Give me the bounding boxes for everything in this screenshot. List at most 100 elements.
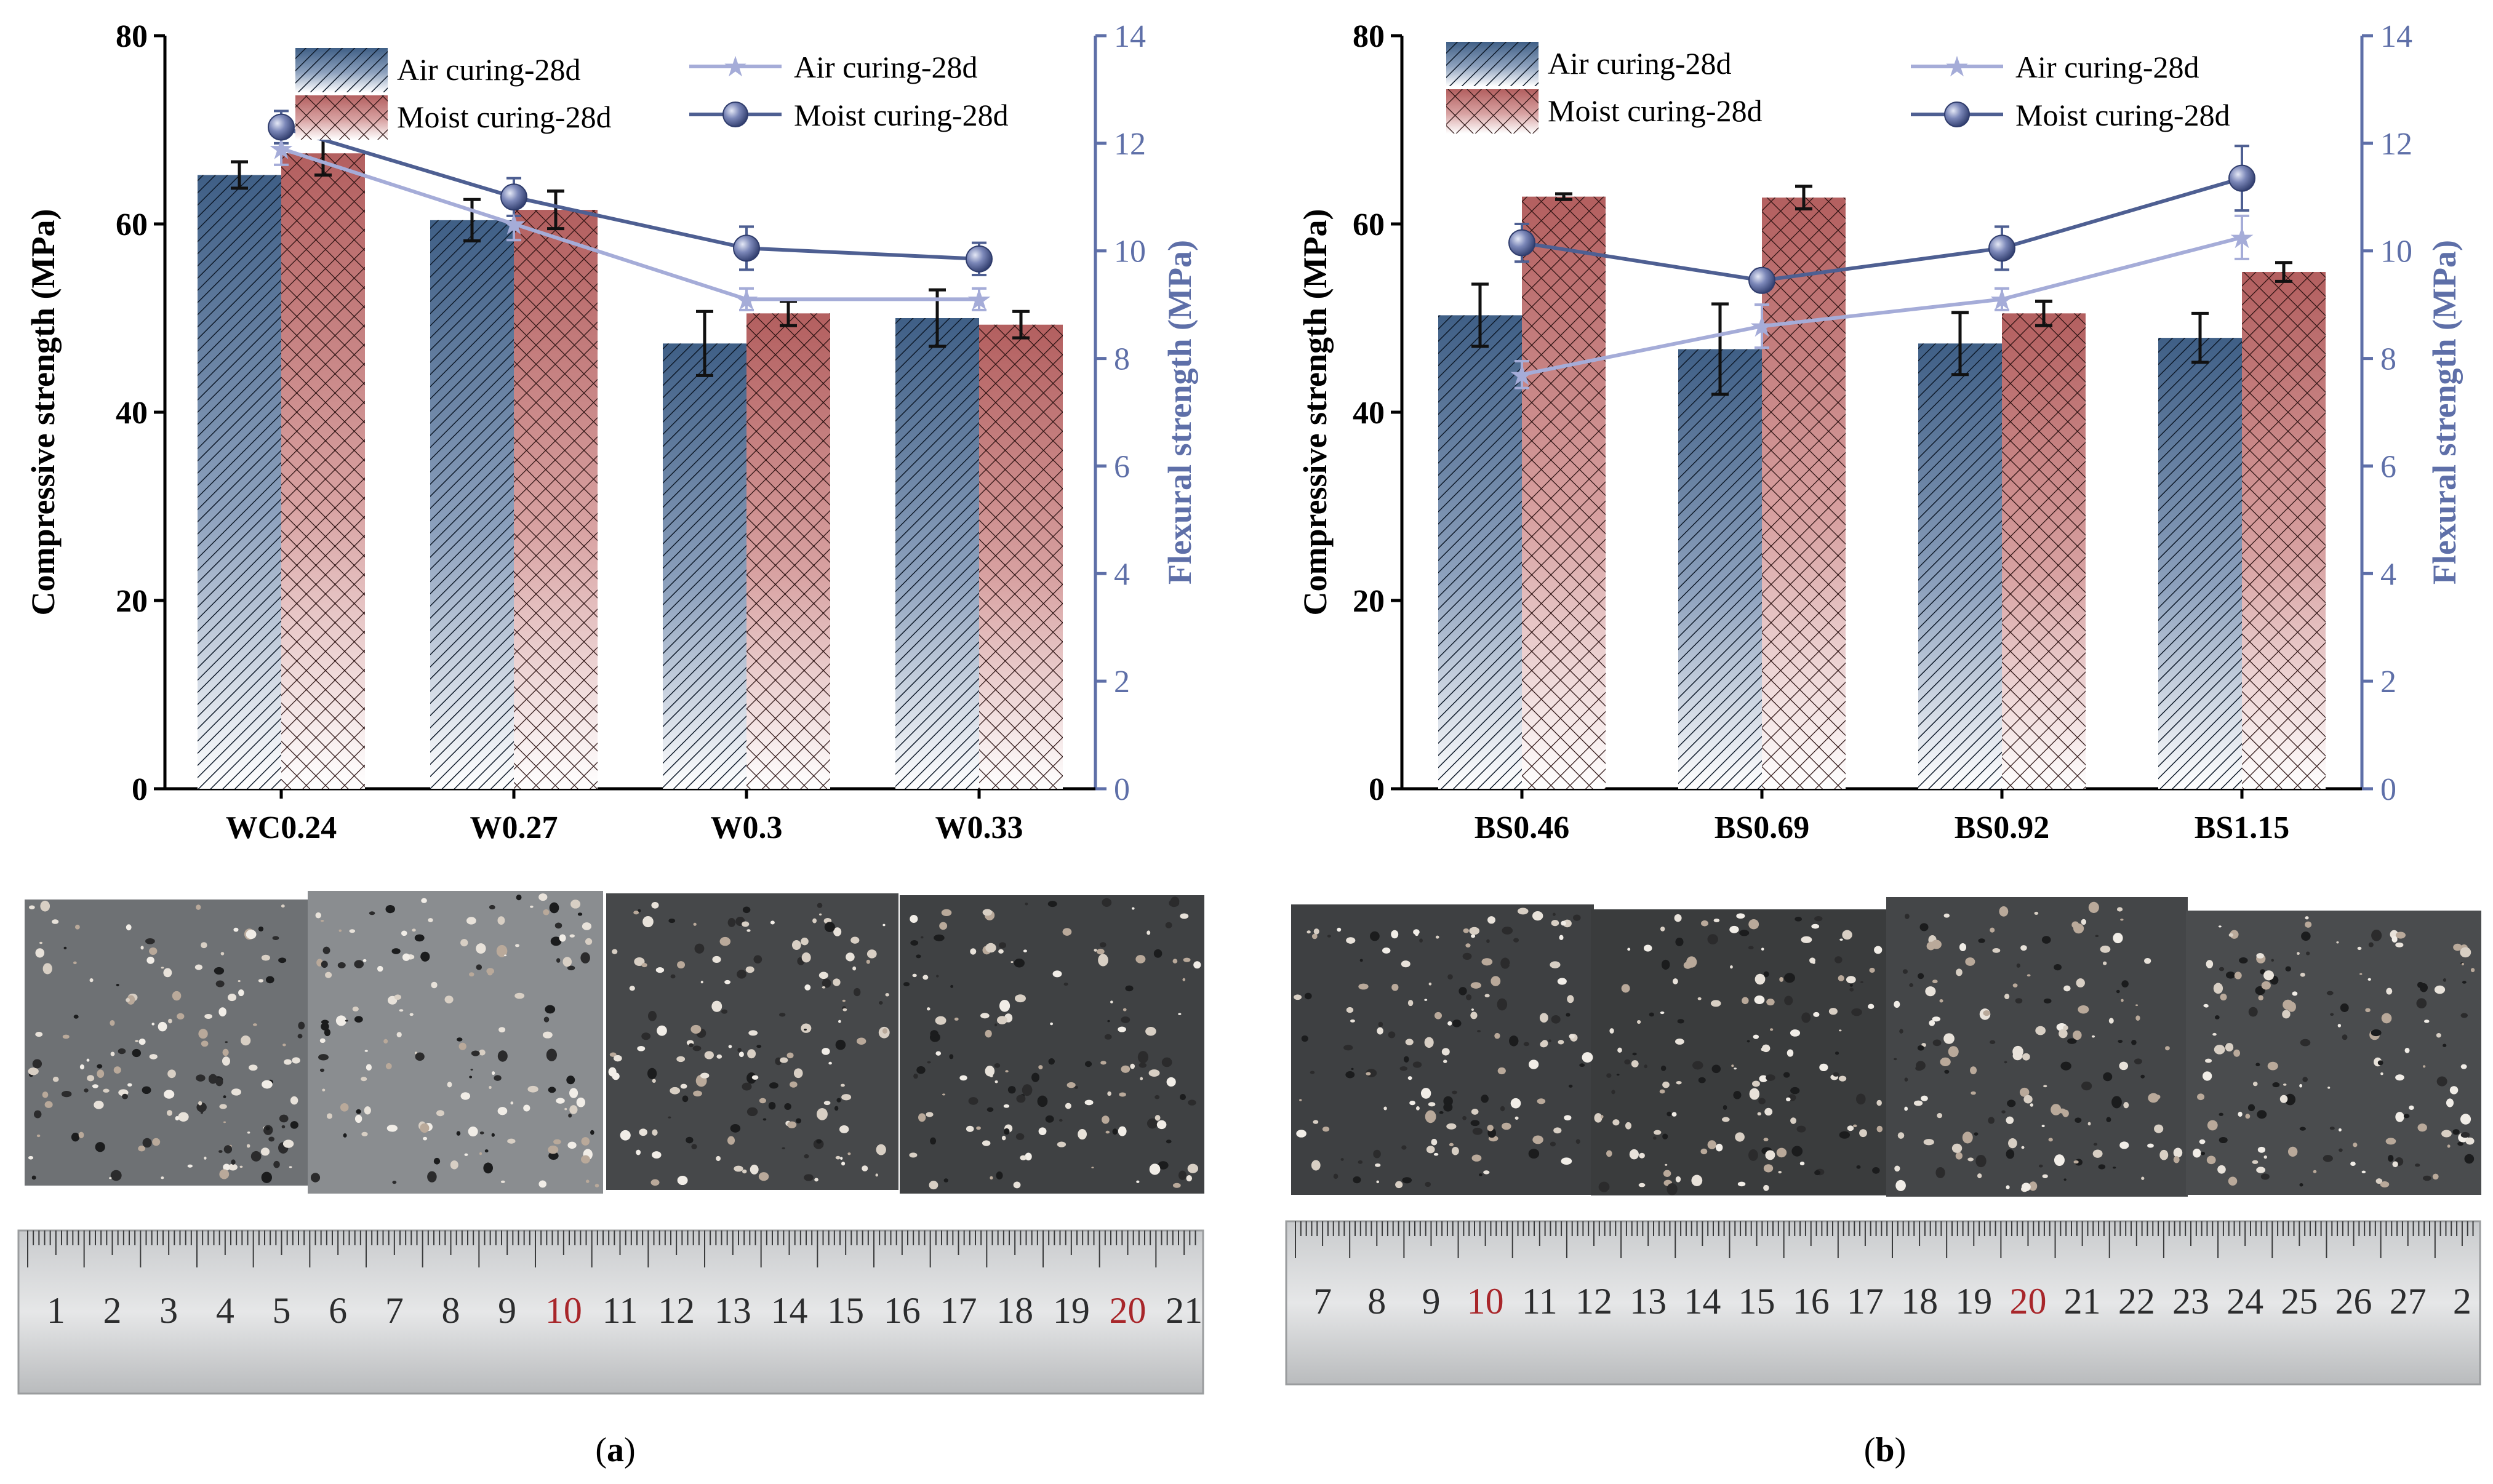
left-tick-label: 0	[132, 772, 148, 807]
aggregate-speck	[1532, 1135, 1543, 1144]
aggregate-speck	[1062, 928, 1072, 936]
aggregate-speck	[2081, 1081, 2092, 1091]
aggregate-speck	[2416, 998, 2427, 1009]
aggregate-speck	[2323, 1155, 2333, 1162]
aggregate-speck	[2464, 1154, 2475, 1164]
aggregate-speck	[71, 1132, 80, 1142]
aggregate-speck	[637, 1045, 646, 1051]
aggregate-speck	[976, 1126, 981, 1130]
aggregate-speck	[1754, 995, 1765, 1004]
aggregate-speck	[2329, 1127, 2335, 1130]
aggregate-speck	[1763, 1138, 1769, 1142]
aggregate-speck	[2284, 1093, 2296, 1106]
aggregate-speck	[822, 978, 831, 988]
aggregate-speck	[1132, 907, 1135, 910]
aggregate-speck	[2385, 1138, 2396, 1145]
aggregate-speck	[840, 1157, 843, 1160]
aggregate-speck	[95, 1142, 105, 1152]
aggregate-speck	[2214, 1015, 2220, 1019]
aggregate-speck	[1839, 1131, 1850, 1139]
aggregate-speck	[823, 1101, 831, 1106]
aggregate-speck	[1537, 1098, 1546, 1104]
aggregate-speck	[916, 954, 921, 959]
aggregate-speck	[86, 1058, 90, 1062]
aggregate-speck	[231, 1159, 236, 1165]
ruler-number: 20	[2009, 1281, 2046, 1322]
aggregate-speck	[278, 957, 287, 963]
aggregate-speck	[1567, 995, 1574, 1003]
aggregate-speck	[1433, 1152, 1439, 1156]
aggregate-speck	[1644, 1064, 1647, 1069]
aggregate-speck	[2299, 1127, 2306, 1131]
aggregate-speck	[550, 936, 562, 946]
aggregate-speck	[2415, 1163, 2420, 1167]
aggregate-speck	[2131, 1039, 2137, 1045]
aggregate-speck	[2120, 919, 2124, 921]
aggregate-speck	[2460, 1013, 2468, 1018]
aggregate-speck	[570, 900, 581, 909]
aggregate-speck	[1031, 1072, 1039, 1082]
aggregate-speck	[1779, 976, 1783, 982]
aggregate-speck	[959, 1075, 967, 1081]
ruler-number: 15	[1739, 1281, 1775, 1322]
aggregate-speck	[326, 1113, 333, 1119]
aggregate-speck	[642, 916, 654, 928]
aggregate-speck	[580, 952, 590, 963]
aggregate-speck	[354, 1016, 363, 1023]
aggregate-speck	[2255, 986, 2265, 995]
aggregate-speck	[1977, 1173, 1982, 1179]
aggregate-speck	[1434, 1011, 1443, 1019]
aggregate-speck	[2159, 1149, 2169, 1160]
point-moist	[2228, 164, 2255, 192]
legend-label-moist-bar: Moist curing-28d	[1548, 94, 1763, 128]
ruler-number: 4	[216, 1290, 234, 1331]
aggregate-speck	[321, 1022, 329, 1031]
aggregate-speck	[2225, 971, 2236, 979]
aggregate-speck	[2035, 1026, 2046, 1035]
aggregate-speck	[2022, 1053, 2030, 1061]
aggregate-speck	[804, 1154, 809, 1159]
aggregate-speck	[1013, 1181, 1021, 1189]
aggregate-speck	[1757, 1112, 1761, 1116]
aggregate-speck	[990, 1176, 993, 1180]
legend: Air curing-28d Moist curing-28d ★ Air cu…	[1446, 42, 2230, 134]
aggregate-speck	[415, 1052, 425, 1061]
aggregate-speck	[498, 1027, 506, 1033]
aggregate-speck	[489, 1085, 492, 1089]
aggregate-speck	[394, 994, 401, 1000]
aggregate-speck	[1962, 1131, 1973, 1144]
aggregate-speck	[2462, 981, 2467, 984]
aggregate-speck	[2020, 945, 2027, 951]
aggregate-speck	[198, 1101, 202, 1106]
aggregate-speck	[1988, 1117, 1995, 1124]
aggregate-speck	[2403, 1114, 2410, 1119]
aggregate-speck	[164, 1090, 175, 1099]
aggregate-speck	[857, 1037, 866, 1045]
aggregate-speck	[634, 957, 645, 967]
aggregate-speck	[468, 1127, 478, 1137]
aggregate-speck	[281, 904, 285, 908]
aggregate-speck	[1528, 1149, 1540, 1159]
aggregate-speck	[354, 1114, 362, 1123]
line-moist	[281, 125, 980, 261]
point-moist	[500, 183, 527, 211]
aggregate-speck	[208, 1074, 218, 1084]
aggregate-speck	[1935, 1167, 1945, 1178]
aggregate-speck	[2436, 1032, 2441, 1038]
aggregate-speck	[239, 1165, 243, 1168]
aggregate-speck	[2423, 1019, 2430, 1023]
aggregate-speck	[118, 1048, 126, 1055]
bar-air-hatch	[895, 318, 979, 789]
aggregate-speck	[2111, 1096, 2122, 1109]
right-tick-label: 8	[2380, 342, 2396, 377]
aggregate-speck	[1431, 1138, 1438, 1146]
aggregate-speck	[110, 1019, 115, 1026]
aggregate-speck	[1395, 1181, 1403, 1189]
point-air: ★	[2228, 222, 2255, 255]
aggregate-speck	[122, 1093, 128, 1099]
aggregate-speck	[272, 936, 279, 940]
aggregate-speck	[822, 986, 826, 989]
aggregate-speck	[35, 948, 45, 958]
aggregate-speck	[247, 1131, 250, 1134]
aggregate-speck	[838, 1019, 841, 1023]
